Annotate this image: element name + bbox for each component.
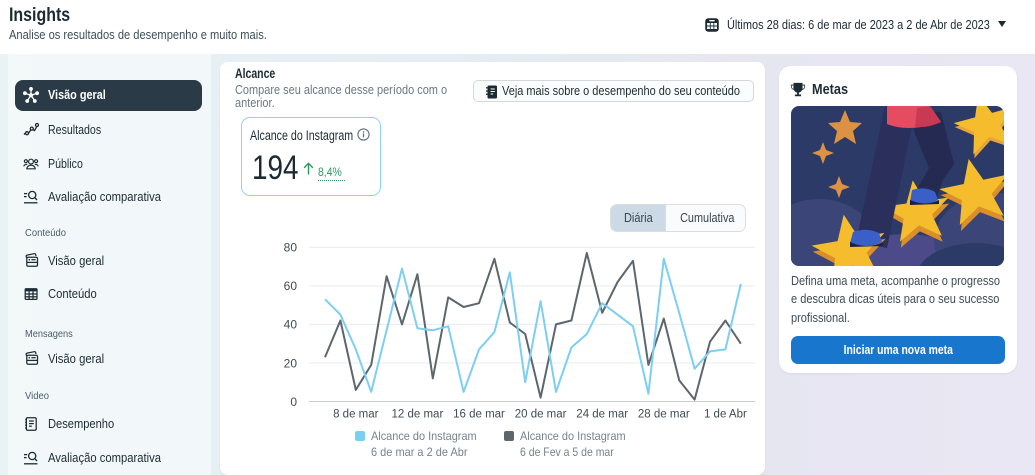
svg-text:20: 20	[284, 356, 298, 370]
svg-text:16 de mar: 16 de mar	[453, 409, 505, 421]
svg-text:80: 80	[284, 241, 298, 255]
svg-text:1 de Abr: 1 de Abr	[704, 409, 747, 421]
svg-text:28 de mar: 28 de mar	[638, 409, 690, 421]
svg-text:20 de mar: 20 de mar	[515, 409, 567, 421]
svg-text:60: 60	[284, 279, 298, 293]
svg-text:0: 0	[290, 395, 297, 409]
svg-text:24 de mar: 24 de mar	[576, 409, 628, 421]
svg-text:40: 40	[284, 318, 298, 332]
svg-text:12 de mar: 12 de mar	[392, 409, 444, 421]
svg-text:8 de mar: 8 de mar	[333, 409, 379, 421]
